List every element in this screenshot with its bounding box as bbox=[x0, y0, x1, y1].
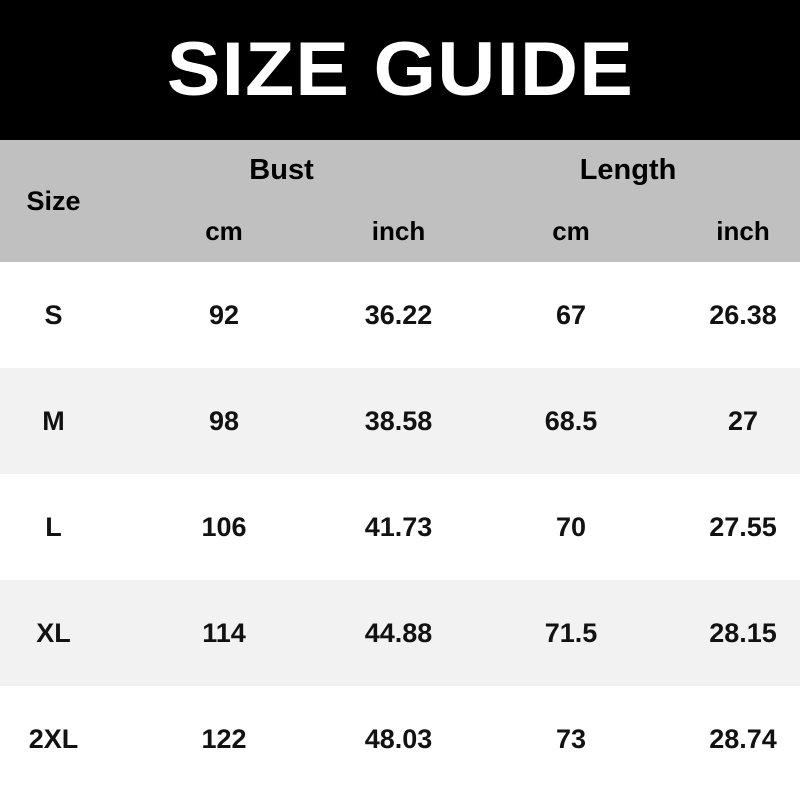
table-row: M 98 38.58 68.5 27 bbox=[0, 368, 800, 474]
header-bust-cm: cm bbox=[107, 201, 341, 262]
cell-bust-cm: 92 bbox=[208, 299, 240, 330]
cell-size: M bbox=[42, 405, 65, 436]
page-title: SIZE GUIDE bbox=[166, 27, 634, 112]
cell-bust-inch: 38.58 bbox=[364, 405, 433, 436]
header-group-bust: Bust bbox=[107, 140, 457, 201]
cell-length-inch: 27.55 bbox=[709, 511, 777, 542]
table-row: L 106 41.73 70 27.55 bbox=[0, 474, 800, 580]
cell-bust-cm: 106 bbox=[201, 511, 247, 542]
cell-length-inch: 26.38 bbox=[709, 299, 777, 330]
cell-length-cm: 71.5 bbox=[544, 617, 598, 648]
cell-length-cm: 67 bbox=[555, 299, 587, 330]
header-group-length: Length bbox=[456, 140, 800, 201]
cell-bust-inch: 41.73 bbox=[364, 511, 433, 542]
table-row: S 92 36.22 67 26.38 bbox=[0, 262, 800, 368]
cell-bust-cm: 98 bbox=[208, 405, 240, 436]
header-length-cm: cm bbox=[456, 201, 687, 262]
table-row: 2XL 122 48.03 73 28.74 bbox=[0, 686, 800, 792]
cell-size: XL bbox=[36, 617, 71, 648]
cell-bust-inch: 44.88 bbox=[364, 617, 433, 648]
cell-bust-cm: 122 bbox=[201, 723, 247, 754]
cell-bust-inch: 48.03 bbox=[364, 723, 433, 754]
size-guide-table: Size Bust Length cm inch cm inch S 92 36… bbox=[0, 140, 800, 792]
cell-bust-inch: 36.22 bbox=[364, 299, 433, 330]
title-banner: SIZE GUIDE bbox=[0, 0, 800, 140]
header-bust-inch: inch bbox=[341, 201, 457, 262]
cell-size: L bbox=[45, 511, 62, 542]
cell-length-inch: 28.15 bbox=[709, 617, 777, 648]
cell-length-cm: 70 bbox=[555, 511, 587, 542]
header-row-units: cm inch cm inch bbox=[0, 201, 800, 262]
cell-length-cm: 73 bbox=[555, 723, 587, 754]
cell-size: 2XL bbox=[28, 723, 79, 754]
cell-length-inch: 27 bbox=[727, 405, 759, 436]
header-row-groups: Size Bust Length bbox=[0, 140, 800, 262]
header-size: Size bbox=[0, 140, 107, 262]
cell-length-inch: 28.74 bbox=[709, 723, 777, 754]
cell-length-cm: 68.5 bbox=[544, 405, 598, 436]
table-header: Size Bust Length cm inch cm inch bbox=[0, 140, 800, 262]
table-body: S 92 36.22 67 26.38 M 98 38.58 68.5 27 L… bbox=[0, 262, 800, 792]
header-length-inch: inch bbox=[686, 201, 800, 262]
table-row: XL 114 44.88 71.5 28.15 bbox=[0, 580, 800, 686]
cell-bust-cm: 114 bbox=[202, 617, 246, 648]
cell-size: S bbox=[44, 299, 63, 330]
